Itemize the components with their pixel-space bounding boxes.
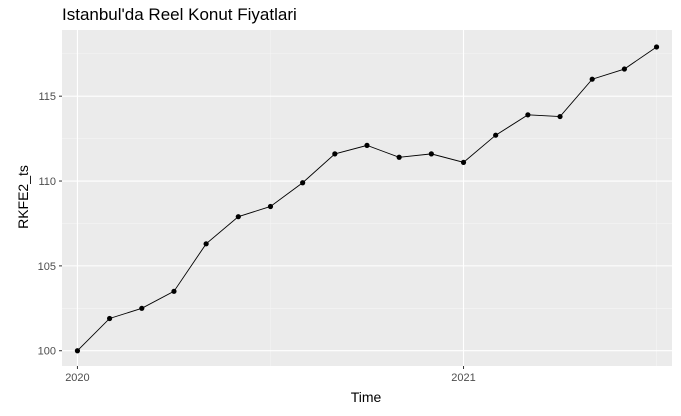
data-point [107,315,113,322]
x-tick-label: 2020 [65,372,89,384]
data-point [203,241,209,247]
y-tick-label: 115 [38,91,56,103]
data-point [171,288,177,294]
y-tick-label: 105 [38,261,56,273]
plot-panel [62,30,672,366]
data-point [621,66,627,72]
data-point [74,348,81,354]
y-axis-title: RKFE2_ts [15,165,31,229]
data-point [139,305,145,311]
data-points [74,44,660,354]
x-tick-label: 2021 [451,372,475,384]
data-point [589,76,595,82]
data-point [332,151,338,157]
data-point [525,112,531,118]
data-point [557,113,563,120]
chart-title: Istanbul'da Reel Konut Fiyatlari [62,5,297,24]
data-point [364,142,370,148]
x-axis-title: Time [351,389,382,405]
data-point [493,132,499,138]
y-tick-label: 100 [38,346,56,358]
grid-lines [62,30,672,366]
y-tick-label: 110 [38,176,56,188]
data-point [396,154,402,160]
data-point [428,151,434,157]
data-point [653,44,660,50]
data-point [235,214,241,220]
data-point [460,159,467,165]
data-point [300,180,306,186]
axis-ticks: 100 105 110 115 2020 2021 [38,91,476,384]
data-point [267,203,274,210]
